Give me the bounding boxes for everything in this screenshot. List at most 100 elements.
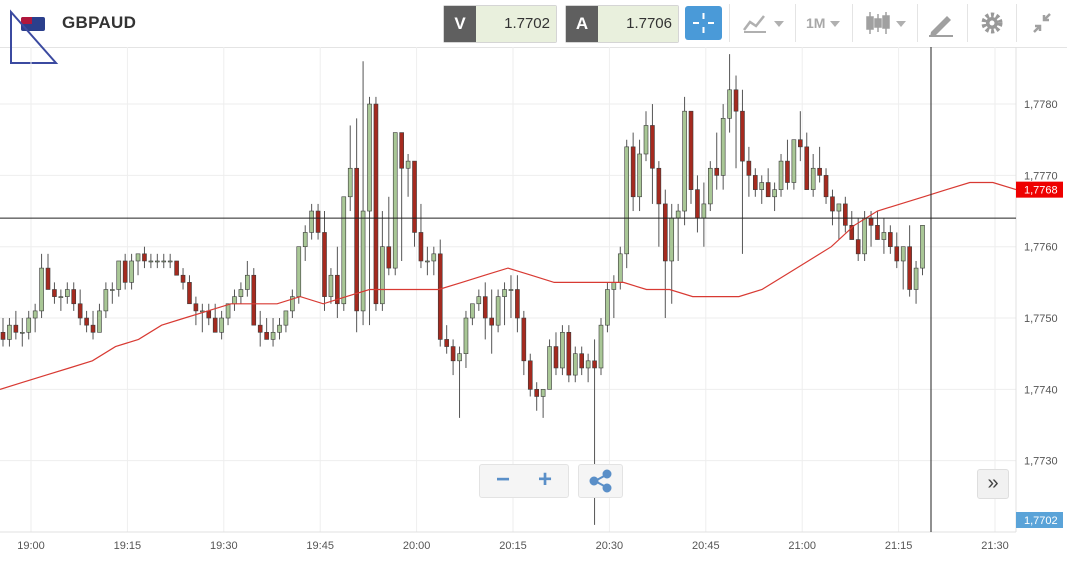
toolbar-divider — [852, 4, 853, 42]
candle-body — [759, 182, 765, 190]
candle-body — [495, 296, 501, 326]
candle-body — [624, 146, 630, 255]
candle-body — [733, 89, 739, 112]
ask-quote[interactable]: A 1.7706 — [565, 5, 679, 43]
candle-body — [412, 160, 417, 233]
crosshair-icon — [693, 13, 714, 33]
candle-body — [727, 89, 732, 119]
y-tick-label: 1,7770 — [1024, 170, 1058, 182]
candle-body — [129, 260, 134, 283]
candle-body — [508, 289, 514, 291]
drawing-tools-button[interactable] — [925, 8, 957, 38]
candle-body — [798, 139, 803, 148]
candle-body — [347, 167, 353, 198]
flag-icon — [21, 17, 45, 31]
collapse-button[interactable] — [1026, 8, 1058, 38]
candle-body — [225, 303, 231, 319]
pencil-icon — [929, 16, 953, 37]
gear-icon — [981, 12, 1003, 34]
x-tick-label: 20:30 — [596, 540, 624, 552]
candle-body — [135, 253, 141, 262]
candle-body — [90, 324, 96, 333]
zoom-out-button[interactable]: − — [495, 466, 510, 493]
x-tick-label: 20:15 — [499, 540, 527, 552]
crosshair-button[interactable] — [685, 6, 722, 40]
candle-body — [290, 296, 295, 312]
candlestick-chart[interactable]: 19:00 19:15 19:30 19:45 20:00 20:15 20:30 20:45… — [0, 47, 1067, 562]
chart-type-button[interactable] — [862, 8, 910, 38]
candle-body — [315, 210, 321, 233]
x-tick-label: 19:45 — [306, 540, 334, 552]
candle-body — [180, 274, 186, 283]
y-tick-label: 1,7750 — [1024, 313, 1058, 325]
candle-body — [32, 310, 38, 319]
candle-body — [791, 139, 797, 183]
zoom-in-button[interactable]: + — [537, 466, 552, 493]
settings-button[interactable] — [976, 8, 1008, 38]
candle-body — [103, 289, 109, 312]
candle-body — [823, 175, 829, 198]
scroll-right-button[interactable]: » — [977, 469, 1009, 499]
share-button[interactable] — [579, 465, 622, 497]
ma-price-label-bg — [1016, 181, 1063, 198]
candle-body — [444, 339, 449, 347]
candle-body — [148, 260, 154, 263]
candle-body — [849, 225, 855, 240]
x-tick-label: 19:00 — [17, 540, 45, 552]
candle-body — [572, 353, 578, 376]
candle-body — [765, 182, 771, 198]
candle-body — [65, 289, 70, 297]
candle-body — [900, 246, 906, 262]
candle-body — [52, 289, 57, 297]
triangle-draw-icon[interactable] — [5, 8, 65, 68]
candle-body — [843, 203, 848, 226]
x-tick-label: 19:30 — [210, 540, 238, 552]
candle-body — [643, 125, 649, 155]
candle-body — [425, 260, 430, 263]
bid-quote[interactable]: V 1.7702 — [443, 5, 557, 43]
last-price-label-bg — [1016, 512, 1063, 528]
candle-body — [489, 317, 494, 326]
candle-body — [534, 389, 539, 397]
candle-body — [309, 210, 314, 233]
candle-body — [579, 353, 585, 369]
candle-body — [482, 296, 488, 319]
timeframe-label: 1M — [806, 15, 826, 31]
x-tick-label: 20:00 — [403, 540, 431, 552]
last-price-label: 1,7702 — [1024, 515, 1058, 527]
share-control — [578, 464, 623, 498]
x-tick-label: 20:45 — [692, 540, 720, 552]
candle-body — [585, 360, 591, 369]
moving-average-line — [0, 181, 1017, 390]
candle-body — [720, 118, 726, 176]
candle-body — [868, 217, 874, 226]
y-tick-label: 1,7760 — [1024, 242, 1058, 254]
candle-body — [277, 324, 282, 333]
timeframe-button[interactable]: 1M — [802, 8, 846, 38]
candle-body — [335, 274, 340, 305]
toolbar-divider — [795, 4, 796, 42]
candle-body — [553, 346, 559, 369]
candle-body — [804, 146, 810, 190]
indicators-button[interactable] — [740, 8, 788, 38]
candle-body — [650, 125, 655, 169]
candle-body — [7, 324, 12, 340]
symbol-title[interactable]: GBPAUD — [62, 13, 137, 32]
x-tick-label: 21:15 — [885, 540, 913, 552]
candle-body — [405, 160, 411, 169]
toolbar-divider — [729, 4, 730, 42]
toolbar: GBPAUD V 1.7702 A 1.7706 1M — [0, 0, 1067, 48]
candle-body — [322, 232, 327, 297]
candle-body — [611, 282, 617, 290]
candle-body — [540, 389, 546, 397]
candle-body — [714, 167, 720, 176]
candle-body — [296, 246, 302, 297]
candle-body — [675, 210, 681, 219]
candle-body — [167, 260, 173, 263]
line-chart-icon — [743, 15, 784, 33]
candle-body — [457, 353, 462, 362]
y-tick-label: 1,7780 — [1024, 99, 1058, 111]
candle-body — [836, 203, 842, 212]
candle-body — [251, 274, 257, 326]
candle-body — [58, 296, 64, 298]
